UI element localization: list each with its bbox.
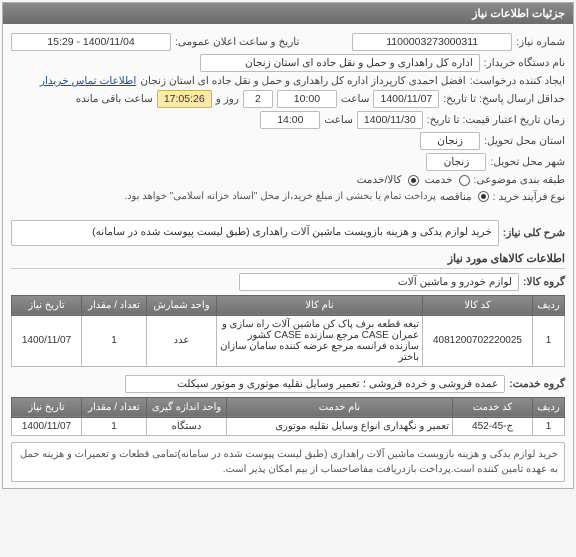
buyer-org-label: نام دستگاه خریدار: (484, 57, 565, 69)
province-value: زنجان (420, 132, 480, 150)
goods-td-date: 1400/11/07 (12, 315, 82, 366)
radio-purchase-label: مناقصه (440, 191, 472, 203)
row-need-title: شرح کلی نیاز: خرید لوازم یدکی و هزینه با… (11, 220, 565, 246)
main-panel: جزئیات اطلاعات نیاز شماره نیاز: 11000032… (2, 2, 574, 489)
days-label: روز و (216, 93, 239, 105)
valid-time: 14:00 (260, 111, 320, 129)
service-td-date: 1400/11/07 (12, 417, 82, 435)
province-label: استان محل تحویل: (484, 135, 565, 147)
row-budget: طبقه بندی موضوعی: خدمت کالا/خدمت (11, 174, 565, 186)
row-goods-group: گروه کالا: لوازم خودرو و ماشین آلات (11, 273, 565, 291)
row-service-group: گروه خدمت: عمده فروشی و خرده فروشی ؛ تعم… (11, 375, 565, 393)
goods-td-qty: 1 (82, 315, 147, 366)
service-td-qty: 1 (82, 417, 147, 435)
time-label-2: ساعت (324, 114, 353, 126)
service-td-unit: دستگاه (147, 417, 227, 435)
creator-value: افضل احمدی کارپرداز اداره کل راهداری و ح… (140, 75, 465, 87)
contact-link[interactable]: اطلاعات تماس خریدار (40, 75, 136, 87)
radio-purchase[interactable] (478, 191, 489, 202)
time-label-1: ساعت (341, 93, 370, 105)
valid-label: زمان تاریخ اعتبار قیمت: تا تاریخ: (427, 114, 565, 126)
goods-th-code: کد کالا (423, 295, 533, 315)
goods-table: ردیف کد کالا نام کالا واحد شمارش تعداد /… (11, 295, 565, 367)
need-title-text: خرید لوازم یدکی و هزینه بازویست ماشین آل… (11, 220, 499, 246)
need-title-label: شرح کلی نیاز: (503, 227, 565, 239)
days-value: 2 (243, 90, 273, 108)
remain-label: ساعت باقی مانده (76, 93, 153, 105)
goods-table-header: ردیف کد کالا نام کالا واحد شمارش تعداد /… (12, 295, 565, 315)
goods-td-name: تیغه قطعه برف پاک کن ماشین آلات راه سازی… (217, 315, 423, 366)
pub-label: تاریخ و ساعت اعلان عمومی: (175, 36, 299, 48)
budget-radio-group: خدمت کالا/خدمت (357, 174, 470, 186)
service-table-row: 1 ج-45-452 تعمیر و نگهداری انواع وسایل ن… (12, 417, 565, 435)
row-buyer-org: نام دستگاه خریدار: اداره کل راهداری و حم… (11, 54, 565, 72)
row-creator: ایجاد کننده درخواست: افضل احمدی کارپرداز… (11, 75, 565, 87)
deadline-label: حداقل ارسال پاسخ: تا تاریخ: (443, 93, 565, 105)
service-th-qty: تعداد / مقدار (82, 397, 147, 417)
goods-section-title: اطلاعات کالاهای مورد نیاز (11, 252, 565, 269)
radio-service[interactable] (459, 175, 470, 186)
deadline-date: 1400/11/07 (373, 90, 439, 108)
row-need-no: شماره نیاز: 1100003273000311 تاریخ و ساع… (11, 33, 565, 51)
purchase-radio-group: مناقصه (440, 191, 489, 203)
footer-note: خرید لوازم یدکی و هزینه بازویست ماشین آل… (11, 442, 565, 482)
city-label: شهر محل تحویل: (490, 156, 565, 168)
radio-service-label: خدمت (425, 174, 453, 186)
service-td-name: تعمیر و نگهداری انواع وسایل نقلیه موتوری (227, 417, 453, 435)
service-td-code: ج-45-452 (453, 417, 533, 435)
row-deadline: حداقل ارسال پاسخ: تا تاریخ: 1400/11/07 س… (11, 90, 565, 108)
service-group-label: گروه خدمت: (509, 378, 565, 390)
service-th-name: نام خدمت (227, 397, 453, 417)
deadline-time: 10:00 (277, 90, 337, 108)
goods-th-idx: ردیف (533, 295, 565, 315)
budget-label: طبقه بندی موضوعی: (474, 174, 565, 186)
city-value: زنجان (426, 153, 486, 171)
goods-group-label: گروه کالا: (523, 276, 565, 288)
timer-value: 17:05:26 (157, 90, 212, 108)
buyer-org-value: اداره کل راهداری و حمل و نقل جاده ای است… (200, 54, 480, 72)
panel-body: شماره نیاز: 1100003273000311 تاریخ و ساع… (3, 24, 573, 488)
service-table-header: ردیف کد خدمت نام خدمت واحد اندازه گیری ت… (12, 397, 565, 417)
service-th-code: کد خدمت (453, 397, 533, 417)
row-city: شهر محل تحویل: زنجان (11, 153, 565, 171)
radio-goods-service-label: کالا/خدمت (357, 174, 402, 186)
purchase-label: نوع فرآیند خرید : (493, 191, 565, 203)
valid-date: 1400/11/30 (357, 111, 423, 129)
goods-td-idx: 1 (533, 315, 565, 366)
pub-value: 1400/11/04 - 15:29 (11, 33, 171, 51)
service-table: ردیف کد خدمت نام خدمت واحد اندازه گیری ت… (11, 397, 565, 436)
service-th-date: تاریخ نیاز (12, 397, 82, 417)
need-no-value: 1100003273000311 (352, 33, 512, 51)
goods-th-name: نام کالا (217, 295, 423, 315)
service-group-value: عمده فروشی و خرده فروشی ؛ تعمیر وسایل نق… (125, 375, 505, 393)
row-valid: زمان تاریخ اعتبار قیمت: تا تاریخ: 1400/1… (11, 111, 565, 129)
goods-td-unit: عدد (147, 315, 217, 366)
goods-th-unit: واحد شمارش (147, 295, 217, 315)
goods-th-date: تاریخ نیاز (12, 295, 82, 315)
panel-title: جزئیات اطلاعات نیاز (3, 3, 573, 24)
pay-note: پرداخت تمام یا بخشی از مبلغ خرید،از محل … (124, 189, 436, 204)
goods-group-value: لوازم خودرو و ماشین آلات (239, 273, 519, 291)
service-td-idx: 1 (533, 417, 565, 435)
goods-td-code: 4081200702220025 (423, 315, 533, 366)
service-th-idx: ردیف (533, 397, 565, 417)
goods-table-row: 1 4081200702220025 تیغه قطعه برف پاک کن … (12, 315, 565, 366)
radio-goods-service[interactable] (408, 175, 419, 186)
row-province: استان محل تحویل: زنجان (11, 132, 565, 150)
service-th-unit: واحد اندازه گیری (147, 397, 227, 417)
row-purchase: نوع فرآیند خرید : مناقصه پرداخت تمام یا … (11, 189, 565, 204)
need-no-label: شماره نیاز: (516, 36, 565, 48)
creator-label: ایجاد کننده درخواست: (470, 75, 565, 87)
goods-th-qty: تعداد / مقدار (82, 295, 147, 315)
